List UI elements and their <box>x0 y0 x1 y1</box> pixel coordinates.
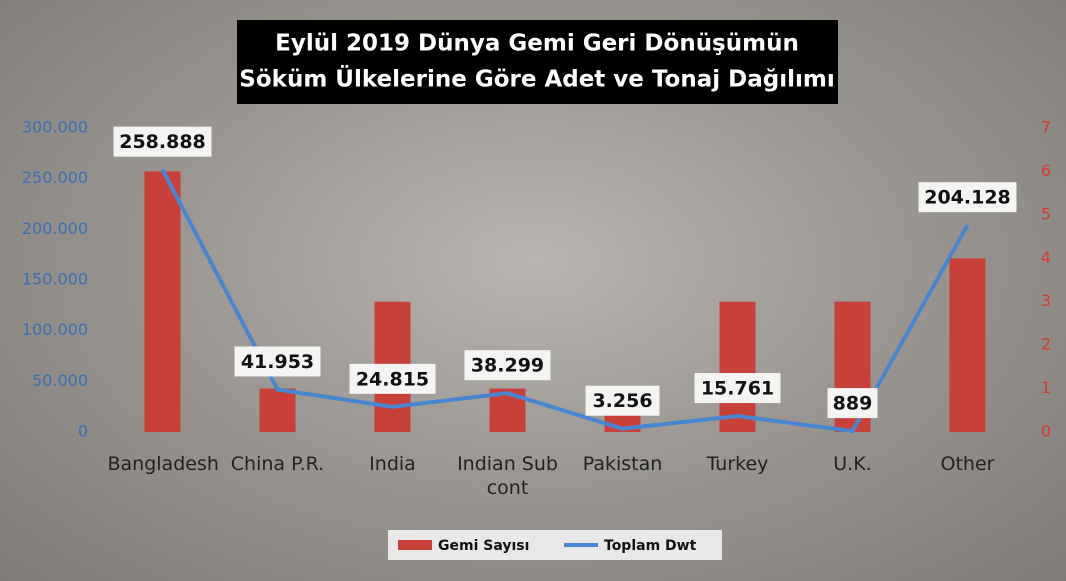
data-label: 24.815 <box>356 368 429 390</box>
bar <box>949 258 986 432</box>
data-label-box <box>349 363 436 394</box>
x-tick-label: Other <box>940 453 995 475</box>
data-label-box <box>464 350 551 381</box>
x-tick-label: Indian Sub cont <box>457 453 558 499</box>
data-label: 38.299 <box>471 355 544 377</box>
x-tick-label: Turkey <box>706 453 769 475</box>
data-label-box <box>694 373 781 404</box>
y-tick-label: 300.000 <box>22 118 88 137</box>
y-tick-label: 100.000 <box>22 320 88 339</box>
bar <box>259 388 296 432</box>
title-box <box>237 20 838 104</box>
y2-tick-label: 3 <box>1041 291 1051 310</box>
y-tick-label: 250.000 <box>22 168 88 187</box>
x-tick-label: India <box>369 453 416 475</box>
data-label-box <box>113 126 212 157</box>
y-tick-label: 150.000 <box>22 270 88 289</box>
bar <box>719 301 756 432</box>
y2-tick-label: 0 <box>1041 422 1051 441</box>
bar <box>144 171 181 432</box>
y-tick-label: 200.000 <box>22 219 88 238</box>
y-tick-label: 0 <box>78 422 88 441</box>
y2-tick-label: 1 <box>1041 378 1051 397</box>
data-label: 258.888 <box>119 131 206 153</box>
x-tick-label: Bangladesh <box>107 453 219 475</box>
chart-title: Eylül 2019 Dünya Gemi Geri Dönüşümün <box>275 31 799 57</box>
y2-tick-label: 2 <box>1041 335 1051 354</box>
data-label: 889 <box>833 393 873 415</box>
legend-swatch <box>398 540 432 550</box>
legend-label: Gemi Sayısı <box>438 538 529 554</box>
y-tick-label: 50.000 <box>32 371 88 390</box>
data-label: 204.128 <box>924 187 1011 209</box>
legend-label: Toplam Dwt <box>604 538 697 554</box>
y2-tick-label: 7 <box>1041 118 1051 137</box>
data-label-box <box>234 346 321 377</box>
y2-tick-label: 6 <box>1041 161 1051 180</box>
data-label: 3.256 <box>592 390 652 412</box>
line <box>160 168 970 434</box>
data-label: 41.953 <box>241 351 314 373</box>
data-label: 15.761 <box>701 378 774 400</box>
x-tick-label: China P.R. <box>230 453 325 475</box>
y2-tick-label: 4 <box>1041 248 1051 267</box>
data-label-box <box>585 385 660 416</box>
data-label-box <box>827 388 878 419</box>
chart-title: Söküm Ülkelerine Göre Adet ve Tonaj Dağı… <box>239 65 834 93</box>
data-label-box <box>918 182 1017 213</box>
x-tick-label: Pakistan <box>582 453 663 475</box>
y2-tick-label: 5 <box>1041 204 1051 223</box>
legend-box <box>388 530 722 560</box>
x-tick-label: U.K. <box>833 453 872 475</box>
